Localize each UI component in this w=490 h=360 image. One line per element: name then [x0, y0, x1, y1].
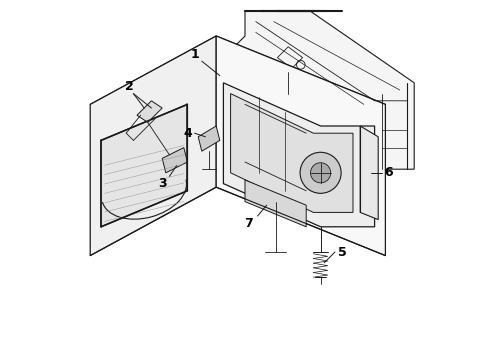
Text: 7: 7 — [244, 217, 253, 230]
Text: 4: 4 — [183, 127, 192, 140]
Circle shape — [300, 152, 341, 193]
Polygon shape — [223, 11, 414, 169]
Polygon shape — [198, 126, 220, 151]
Text: 3: 3 — [158, 177, 167, 190]
Polygon shape — [231, 94, 353, 212]
Polygon shape — [101, 104, 187, 227]
Text: 1: 1 — [190, 48, 199, 60]
Polygon shape — [137, 101, 162, 122]
Polygon shape — [90, 36, 216, 256]
Text: 5: 5 — [338, 246, 346, 258]
Polygon shape — [245, 180, 306, 227]
Polygon shape — [90, 36, 386, 173]
Polygon shape — [162, 148, 187, 173]
Circle shape — [311, 163, 331, 183]
Polygon shape — [223, 83, 374, 227]
Text: 2: 2 — [125, 80, 134, 93]
Polygon shape — [216, 36, 386, 256]
Polygon shape — [360, 126, 378, 220]
Text: 6: 6 — [385, 166, 393, 179]
